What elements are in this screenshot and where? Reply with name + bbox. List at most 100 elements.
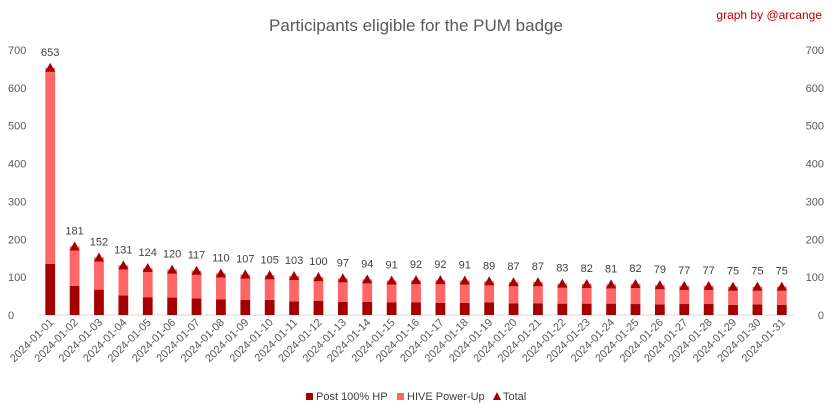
- y-tick-label-right: 200: [806, 234, 824, 246]
- total-data-label: 181: [65, 225, 83, 237]
- bar-post-100-hp: [386, 302, 397, 315]
- total-marker: [484, 276, 495, 286]
- total-marker: [313, 272, 324, 282]
- total-data-label: 653: [41, 47, 59, 59]
- bar-post-100-hp: [411, 302, 421, 315]
- y-tick-label-right: 0: [818, 310, 824, 322]
- y-tick-label-right: 300: [806, 196, 824, 208]
- bar-hive-power-up: [264, 275, 275, 300]
- y-tick-label-left: 300: [8, 196, 26, 208]
- total-data-label: 131: [114, 244, 132, 256]
- bar-post-100-hp: [703, 304, 714, 315]
- bar-hive-power-up: [752, 286, 763, 305]
- total-data-label: 100: [309, 256, 327, 268]
- y-tick-label-left: 100: [8, 272, 26, 284]
- legend-swatch: [493, 392, 501, 400]
- legend: Post 100% HP HIVE Power-Up Total: [306, 391, 526, 403]
- bar-hive-power-up: [216, 273, 226, 300]
- bar-post-100-hp: [216, 299, 226, 315]
- y-axis-left: 0 100 200 300 400 500 600 700: [8, 45, 26, 322]
- total-data-label: 103: [285, 255, 303, 267]
- y-tick-label-left: 200: [8, 234, 26, 246]
- bar-post-100-hp: [289, 301, 299, 315]
- total-marker: [93, 252, 104, 262]
- total-marker: [215, 268, 226, 278]
- total-data-label: 82: [629, 263, 641, 275]
- bar-post-100-hp: [606, 303, 616, 315]
- total-data-label: 81: [605, 263, 617, 275]
- bar-post-100-hp: [264, 299, 275, 315]
- total-marker: [459, 275, 470, 285]
- bar-post-100-hp: [337, 301, 348, 315]
- total-markers-group: [45, 62, 787, 291]
- total-marker: [240, 269, 251, 279]
- total-marker: [606, 279, 617, 289]
- total-data-label: 92: [410, 259, 422, 271]
- total-data-label: 82: [581, 263, 593, 275]
- bar-hive-power-up: [118, 265, 129, 296]
- bar-post-100-hp: [142, 297, 153, 315]
- bar-post-100-hp: [167, 297, 178, 315]
- bar-hive-power-up: [45, 67, 56, 264]
- bar-hive-power-up: [386, 280, 397, 303]
- total-data-label: 75: [776, 266, 788, 278]
- bar-hive-power-up: [289, 276, 299, 302]
- bar-post-100-hp: [459, 302, 470, 315]
- total-data-label: 87: [507, 261, 519, 273]
- total-marker: [142, 263, 153, 273]
- legend-swatch: [306, 393, 313, 400]
- bar-hive-power-up: [313, 277, 324, 301]
- total-data-label: 120: [163, 249, 181, 261]
- chart-credit: graph by @arcange: [716, 8, 822, 22]
- legend-label: Total: [503, 391, 526, 403]
- bar-post-100-hp: [630, 304, 641, 315]
- total-marker: [557, 278, 568, 288]
- bar-post-100-hp: [728, 304, 738, 315]
- total-data-label: 87: [532, 261, 544, 273]
- bar-hive-power-up: [581, 283, 592, 304]
- total-marker: [167, 264, 178, 274]
- bar-post-100-hp: [581, 303, 592, 315]
- total-marker: [411, 275, 421, 285]
- bar-hive-power-up: [167, 269, 178, 298]
- bar-post-100-hp: [118, 295, 129, 315]
- bar-post-100-hp: [362, 301, 373, 315]
- total-data-label: 89: [483, 260, 495, 272]
- total-marker: [264, 270, 275, 280]
- bar-post-100-hp: [508, 303, 519, 315]
- y-tick-label-right: 600: [806, 83, 824, 95]
- bar-hive-power-up: [533, 282, 543, 304]
- bar-post-100-hp: [435, 302, 446, 315]
- total-marker: [435, 275, 446, 285]
- total-marker: [703, 280, 714, 290]
- total-marker: [191, 265, 202, 275]
- bar-hive-power-up: [654, 285, 665, 305]
- total-marker: [532, 277, 543, 287]
- total-data-label: 77: [703, 265, 715, 277]
- total-data-label: 105: [260, 254, 278, 266]
- bar-hive-power-up: [508, 282, 519, 304]
- bar-post-100-hp: [533, 303, 543, 315]
- total-marker: [581, 278, 592, 288]
- bar-hive-power-up: [362, 279, 373, 302]
- total-data-label: 91: [385, 260, 397, 272]
- total-marker: [728, 281, 739, 291]
- total-marker: [118, 260, 129, 270]
- total-marker: [679, 280, 690, 290]
- bar-hive-power-up: [776, 286, 787, 305]
- total-data-label: 91: [459, 260, 471, 272]
- total-marker: [630, 278, 641, 288]
- total-data-label: 97: [337, 257, 349, 269]
- y-tick-label-right: 400: [806, 159, 824, 171]
- bar-hive-power-up: [484, 281, 495, 303]
- bar-post-100-hp: [45, 263, 56, 315]
- total-marker: [362, 274, 373, 284]
- bar-post-100-hp: [94, 289, 104, 315]
- x-axis-ticks: 2024-01-012024-01-022024-01-032024-01-04…: [8, 317, 788, 365]
- bar-post-100-hp: [69, 285, 80, 315]
- y-tick-label-right: 700: [806, 45, 824, 57]
- total-data-label: 79: [654, 264, 666, 276]
- bar-hive-power-up: [240, 274, 251, 300]
- total-marker: [337, 273, 348, 283]
